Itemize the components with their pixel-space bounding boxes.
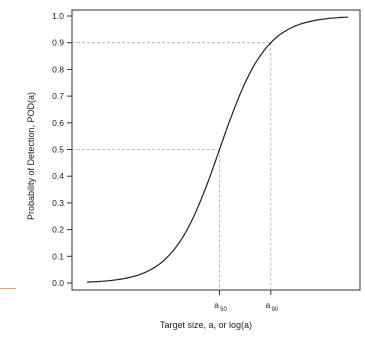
x-tick-subscript: 90 [271, 307, 278, 313]
y-tick-label: 0.3 [52, 198, 64, 208]
y-tick-label: 0.9 [52, 38, 64, 48]
y-tick-label: 0.2 [52, 225, 64, 235]
y-tick-label: 0.7 [52, 91, 64, 101]
x-axis-label: Target size, a, or log(a) [160, 320, 252, 330]
reference-lines [72, 42, 272, 290]
y-tick-label: 1.0 [52, 11, 64, 21]
plot-frame [71, 9, 361, 291]
axes [67, 9, 361, 295]
y-axis-label: Probability of Detection, POD(a) [26, 92, 36, 220]
x-tick-label: a [265, 300, 270, 310]
curve-layer [86, 16, 349, 283]
y-tick-label: 0.0 [52, 278, 64, 288]
x-tick-label: a [214, 300, 219, 310]
y-tick-label: 0.4 [52, 171, 64, 181]
y-tick-label: 0.1 [52, 251, 64, 261]
y-tick-label: 0.5 [52, 145, 64, 155]
pod-curve [86, 16, 349, 283]
x-tick-subscript: 50 [220, 307, 227, 313]
y-tick-label: 0.8 [52, 64, 64, 74]
y-tick-label: 0.6 [52, 118, 64, 128]
decorative-rule [0, 288, 16, 289]
labels: 0.00.10.20.30.40.50.60.70.80.91.0a 50 a 90T… [26, 11, 279, 330]
